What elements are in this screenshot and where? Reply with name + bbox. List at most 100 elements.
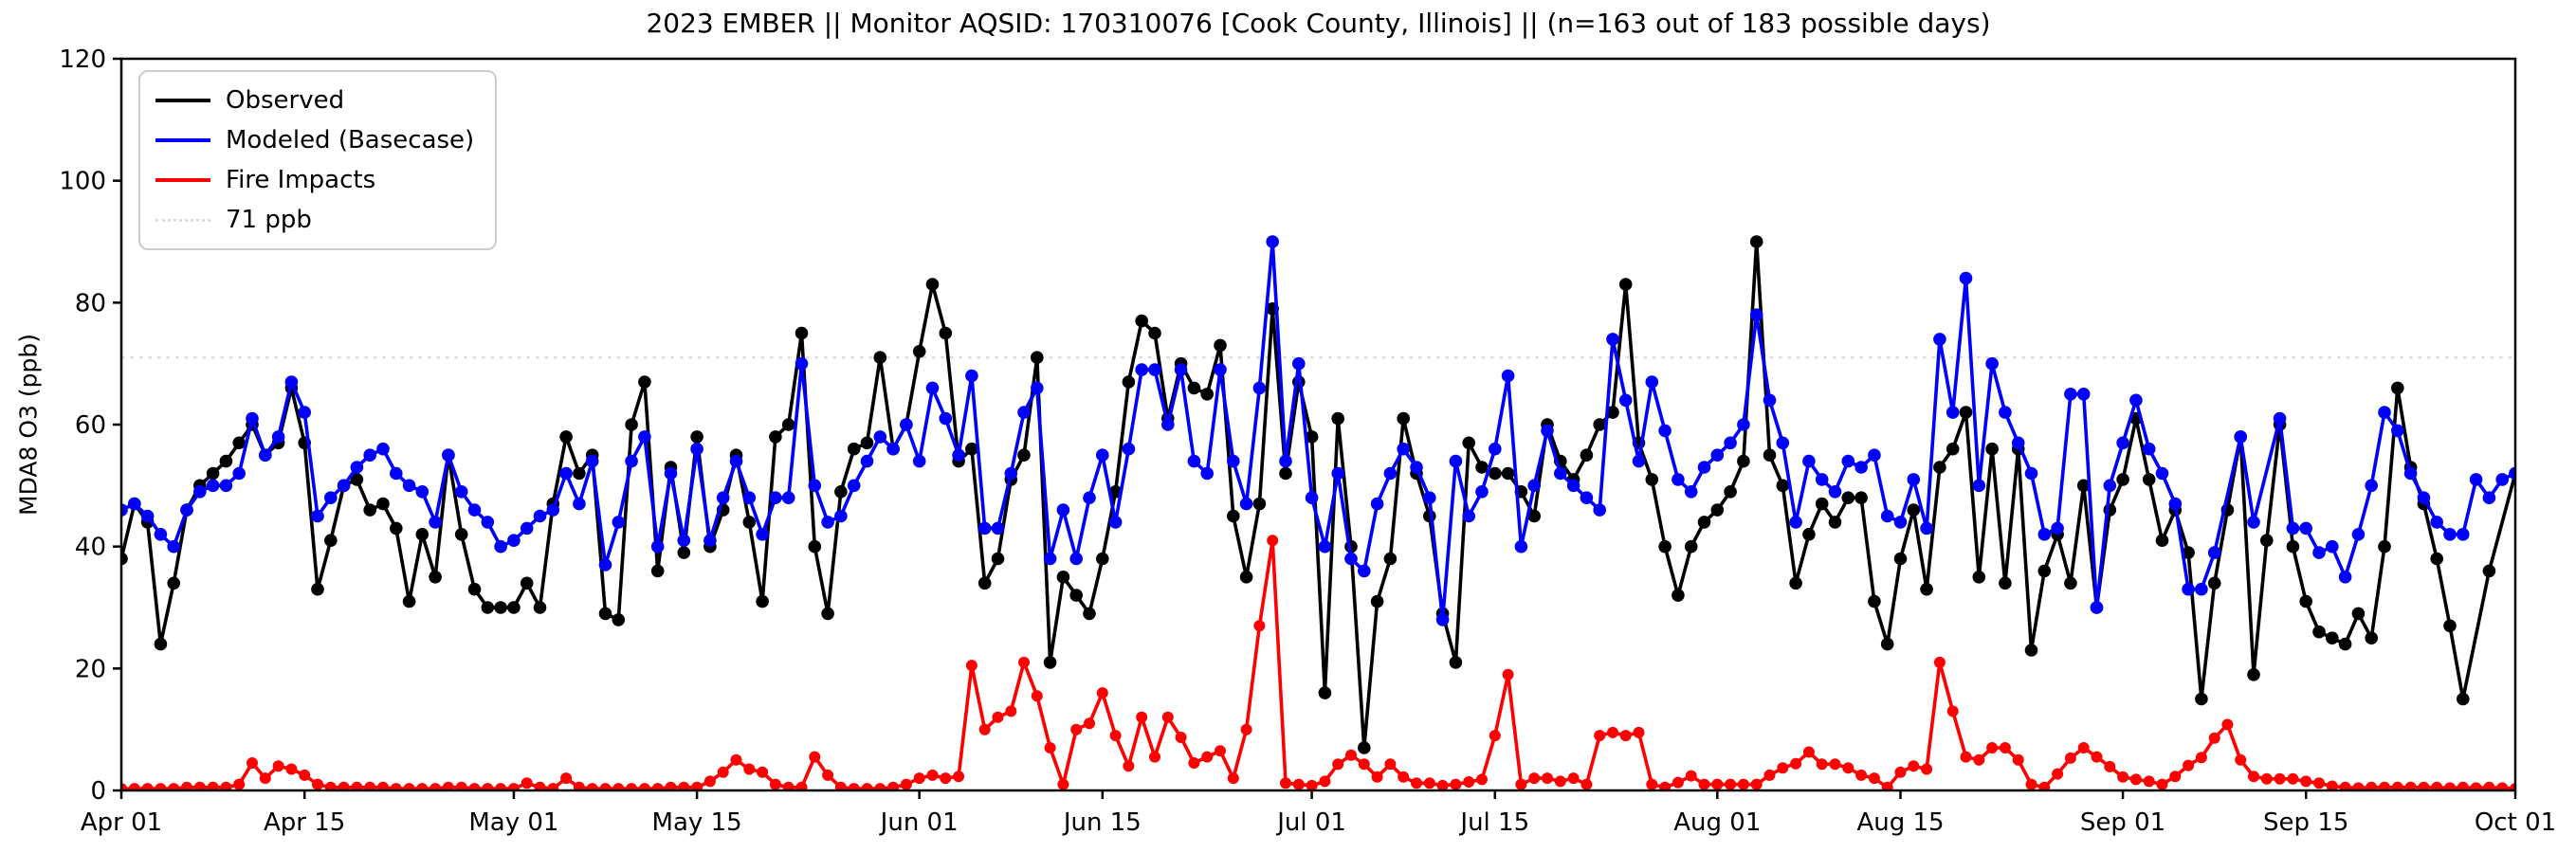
data-point	[468, 783, 481, 790]
data-point	[2195, 582, 2208, 596]
data-point	[298, 406, 312, 419]
data-point	[1252, 381, 1267, 395]
data-point	[703, 775, 716, 788]
data-point	[742, 516, 757, 529]
data-point	[808, 539, 822, 554]
data-point	[2378, 539, 2391, 554]
data-point	[1253, 620, 1266, 632]
data-point	[2247, 668, 2260, 681]
data-point	[351, 781, 363, 790]
data-point	[2417, 491, 2431, 504]
plot-frame	[119, 57, 2517, 792]
data-point	[742, 491, 757, 504]
data-point	[952, 448, 965, 463]
data-point	[1070, 723, 1083, 735]
data-point	[2064, 576, 2077, 590]
data-point	[1566, 479, 1580, 493]
data-point	[598, 607, 612, 621]
data-point	[2510, 783, 2515, 790]
data-point	[1462, 509, 1475, 523]
legend-label: Modeled (Basecase)	[226, 126, 475, 154]
data-point	[1737, 454, 1750, 468]
data-point	[821, 607, 834, 621]
data-point	[2234, 430, 2247, 444]
data-point	[743, 763, 756, 775]
data-point	[454, 485, 468, 499]
data-point	[1318, 686, 1332, 699]
data-point	[1684, 539, 1698, 554]
data-point	[1214, 363, 1227, 376]
data-point	[1135, 363, 1148, 376]
x-tick-label: Apr 15	[264, 808, 345, 837]
data-point	[2077, 742, 2090, 753]
data-point	[1815, 473, 1829, 486]
data-point	[1449, 454, 1463, 468]
data-point	[1554, 466, 1567, 481]
y-tick-label: 120	[59, 45, 106, 74]
data-point	[1606, 406, 1619, 419]
data-point	[977, 576, 992, 590]
data-point	[848, 783, 860, 790]
data-point	[977, 521, 992, 535]
chart-title: 2023 EMBER || Monitor AQSID: 170310076 […	[646, 8, 1991, 39]
data-point	[1607, 726, 1618, 738]
data-point	[1893, 516, 1908, 529]
data-point	[2365, 631, 2378, 644]
data-point	[1763, 769, 1776, 781]
data-point	[2287, 772, 2299, 785]
data-point	[651, 783, 664, 790]
data-point	[219, 454, 233, 468]
y-tick-label: 20	[75, 655, 106, 683]
data-point	[2300, 775, 2312, 788]
data-point	[1475, 461, 1489, 474]
data-point	[1096, 687, 1108, 699]
data-point	[1881, 781, 1893, 790]
data-point	[1423, 777, 1435, 789]
data-point	[1502, 668, 1514, 681]
data-point	[2286, 521, 2300, 535]
data-point	[324, 781, 337, 790]
data-point	[1345, 749, 1357, 761]
legend-label: 71 ppb	[226, 206, 312, 234]
data-point	[1710, 448, 1725, 463]
data-point	[887, 781, 900, 790]
data-point	[1161, 711, 1174, 723]
data-point	[2457, 781, 2469, 790]
data-point	[756, 594, 769, 608]
data-point	[1816, 758, 1828, 771]
data-point	[1829, 758, 1841, 771]
data-point	[1920, 521, 1933, 535]
data-point	[1737, 418, 1750, 431]
data-point	[1828, 516, 1842, 529]
data-point	[1763, 448, 1777, 463]
legend: Observed Modeled (Basecase) Fire Impacts…	[138, 70, 498, 250]
data-point	[2221, 718, 2234, 731]
data-point	[2313, 777, 2325, 789]
x-tick-label: Aug 15	[1856, 808, 1944, 837]
data-point	[429, 516, 442, 529]
data-point	[2038, 781, 2051, 790]
data-point	[560, 772, 573, 785]
data-point	[2117, 771, 2129, 783]
data-point	[1580, 448, 1594, 463]
data-point	[978, 723, 991, 735]
data-point	[1031, 690, 1043, 702]
data-point	[664, 466, 678, 481]
data-point	[2104, 760, 2116, 772]
data-point	[559, 466, 573, 481]
data-point	[2247, 516, 2260, 529]
data-point	[534, 781, 546, 790]
data-point	[873, 430, 887, 444]
data-point	[1725, 778, 1737, 790]
data-point	[860, 454, 874, 468]
data-point	[1083, 607, 1096, 621]
data-point	[1358, 564, 1371, 578]
data-point	[1187, 381, 1201, 395]
data-point	[454, 528, 468, 541]
data-point	[1854, 461, 1868, 474]
data-point	[2430, 552, 2443, 566]
x-tick-label: Sep 15	[2263, 808, 2348, 837]
data-point	[2326, 780, 2338, 790]
data-point	[1279, 454, 1292, 468]
